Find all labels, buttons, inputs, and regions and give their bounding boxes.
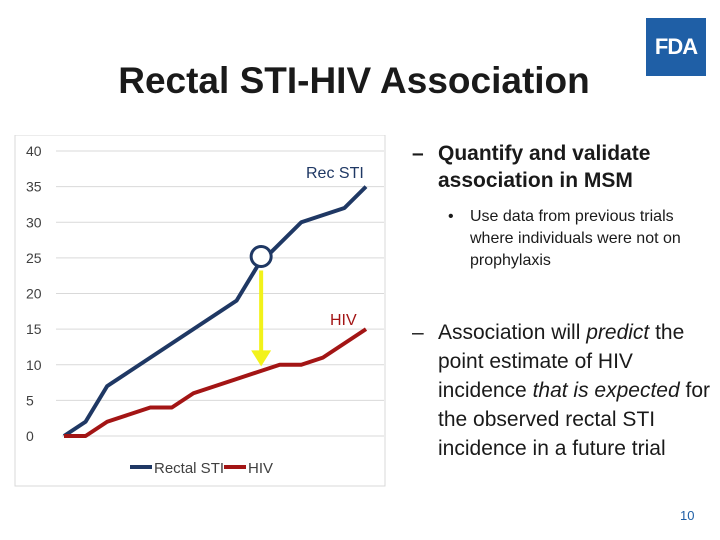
bullet-association: – Association will predict the point est…: [412, 318, 712, 463]
legend-label-rectal-sti: Rectal STI: [154, 460, 224, 477]
text-part: the point estimate of HIV incidence: [438, 321, 685, 402]
dash-marker: –: [412, 142, 424, 165]
annotation-circle: [249, 244, 273, 268]
y-tick-label: 25: [26, 250, 42, 266]
series-line-hiv: [64, 327, 368, 438]
y-tick-label: 30: [26, 214, 42, 230]
fda-logo: FDA: [646, 18, 706, 76]
bullet-association-text: Association will predict the point estim…: [412, 318, 712, 463]
line-chart: 0 5 10 15 20 25 30 35 40 Rec STI HIV Rectal STI HIV: [14, 135, 386, 487]
y-tick-label: 10: [26, 357, 42, 373]
series-label-hiv: HIV: [330, 312, 357, 329]
chart: 0 5 10 15 20 25 30 35 40 Rec STI HIV Rectal STI HIV: [0, 135, 386, 487]
y-tick-label: 40: [26, 143, 42, 159]
y-tick-label: 15: [26, 321, 42, 337]
slide-title: Rectal STI-HIV Association: [118, 60, 590, 101]
text-part: Association will: [438, 321, 587, 344]
y-tick-label: 0: [26, 428, 34, 444]
y-tick-label: 35: [26, 179, 42, 195]
page-number: 10: [680, 508, 695, 523]
chart-border: [14, 135, 386, 487]
sub-bullet-previous-trials: • Use data from previous trials where in…: [448, 206, 710, 272]
annotation-arrow-head: [251, 350, 272, 367]
emphasis-predict: predict: [586, 321, 650, 344]
text-part: for the observed rectal STI incidence in…: [438, 379, 710, 460]
y-tick-label: 20: [26, 286, 42, 302]
y-tick-label: 5: [26, 392, 34, 408]
bullet-quantify: – Quantify and validate association in M…: [412, 140, 712, 194]
emphasis-expected: that is expected: [532, 379, 680, 402]
dot-marker: •: [448, 208, 454, 225]
legend-label-hiv: HIV: [248, 460, 273, 477]
series-line-rectal-sti: [62, 185, 368, 438]
bullet-quantify-text: Quantify and validate association in MSM: [438, 142, 651, 192]
sub-bullet-text: Use data from previous trials where indi…: [470, 208, 681, 269]
dash-marker: –: [412, 321, 424, 344]
series-label-rec-sti: Rec STI: [306, 165, 364, 182]
